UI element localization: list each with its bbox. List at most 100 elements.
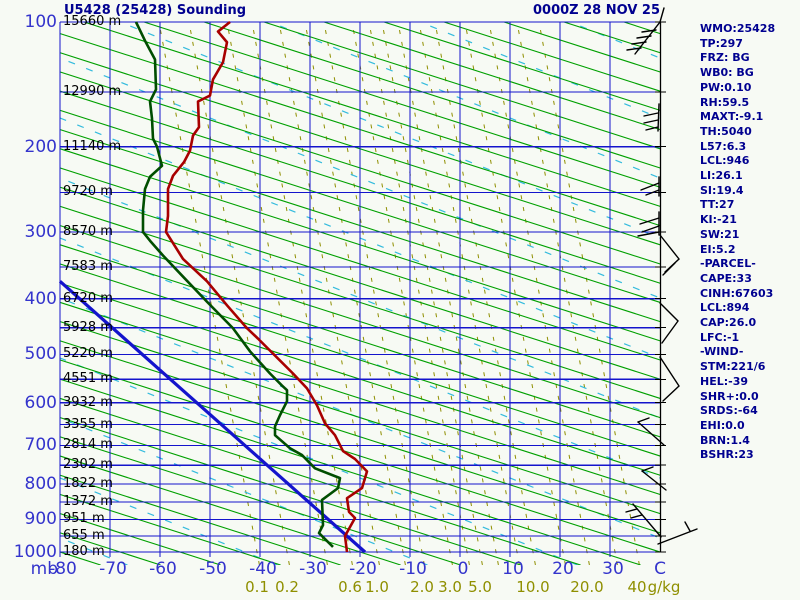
mixing-ratio-line — [188, 22, 290, 565]
dry-adiabat-line — [60, 109, 660, 303]
dry-adiabat-line — [263, 22, 660, 150]
mixing-unit-label: g/kg — [647, 578, 681, 596]
pressure-label: 300 — [24, 221, 57, 242]
wind-barb — [631, 41, 647, 45]
wind-barb — [637, 421, 665, 446]
wind-barb — [634, 7, 665, 55]
dry-adiabat-line — [60, 224, 660, 419]
mixing-ratio-line — [516, 22, 618, 565]
height-label: 6720 m — [63, 290, 113, 306]
stats-line: LCL:894 — [700, 301, 750, 315]
mixing-ratio-line — [418, 22, 520, 565]
stats-line: EHI:0.0 — [700, 418, 745, 432]
stats-line: KI:-21 — [700, 213, 737, 227]
stats-line: CAPE:33 — [700, 271, 752, 285]
temp-axis-label: -40 — [249, 559, 277, 579]
height-label: 951 m — [63, 511, 105, 527]
wind-barb — [659, 302, 679, 344]
wind-barb — [645, 189, 660, 196]
wind-barb — [643, 119, 659, 124]
wind-barb — [640, 182, 660, 191]
mixing-ratio-label: 0.2 — [275, 578, 299, 596]
mixing-ratio-line — [351, 22, 453, 565]
stats-line: STM:221/6 — [700, 360, 766, 374]
temp-axis-label: -70 — [99, 559, 127, 579]
dry-adiabat-line — [60, 359, 660, 553]
stats-line: -PARCEL- — [700, 257, 756, 271]
wind-barb — [637, 417, 650, 423]
wind-barb — [641, 225, 660, 233]
dry-adiabat-line — [60, 417, 521, 565]
stats-line: WB0: BG — [700, 66, 754, 80]
parcel-line — [58, 280, 367, 554]
dry-adiabat-line — [60, 32, 660, 227]
chart-title: U5428 (25428) Sounding — [64, 3, 247, 18]
dry-adiabat-line — [60, 244, 660, 438]
wind-barb — [639, 217, 660, 225]
pressure-label: 100 — [24, 12, 57, 32]
mixing-ratio-label: 10.0 — [516, 578, 550, 596]
wind-barb — [630, 514, 643, 519]
temperature-trace — [164, 20, 369, 553]
wind-barb — [636, 35, 652, 39]
wind-barb — [645, 126, 659, 131]
stats-line: LCL:946 — [700, 154, 750, 168]
temp-axis-label: -50 — [199, 559, 227, 579]
stats-line: SW:21 — [700, 227, 740, 241]
wind-barb — [637, 231, 660, 237]
stats-line: BRN:1.4 — [700, 433, 750, 447]
temp-unit-label: C — [654, 559, 666, 579]
stats-line: PW:0.10 — [700, 80, 752, 94]
dry-adiabat-line — [60, 167, 660, 361]
wind-barb — [643, 112, 659, 117]
pressure-label: 800 — [24, 474, 57, 495]
stats-panel: WMO:25428 TP:297 FRZ: BG WB0: BG PW:0.10 RH:5… — [700, 22, 799, 463]
mixing-ratio-line — [158, 22, 260, 565]
height-label: 8570 m — [63, 223, 113, 239]
pressure-label: 200 — [24, 136, 57, 157]
mixing-ratio-line — [251, 22, 353, 565]
height-label: 1822 m — [63, 476, 113, 492]
height-label: 2302 m — [63, 457, 113, 473]
mixing-ratio-line — [538, 22, 640, 565]
pressure-label: 1000 — [13, 542, 57, 562]
mixing-ratio-label: 40 — [627, 578, 647, 596]
dry-adiabat-line — [60, 282, 660, 476]
wind-barb — [684, 521, 691, 532]
dry-adiabat-line — [203, 22, 660, 169]
moist-adiabat-line — [269, 22, 660, 179]
wind-barb — [659, 356, 680, 402]
dewpoint-trace — [134, 21, 342, 548]
dry-adiabat-line — [60, 397, 581, 565]
wind-barb — [641, 470, 667, 491]
mixing-ratio-label: 5.0 — [468, 578, 492, 596]
stats-line: L57:6.3 — [700, 139, 747, 153]
wind-barb — [641, 466, 654, 472]
height-label: 11140 m — [63, 138, 122, 154]
stats-line: CAP:26.0 — [700, 316, 757, 330]
mixing-ratio-line — [434, 22, 536, 565]
dry-adiabat-line — [60, 148, 660, 342]
height-label: 1372 m — [63, 494, 113, 510]
stats-line: TP:297 — [700, 36, 743, 50]
stats-line: TH:5040 — [700, 124, 752, 138]
mixing-ratio-line — [323, 22, 425, 565]
dry-adiabat-line — [60, 90, 660, 284]
pressure-label: 600 — [24, 392, 57, 413]
stats-line: SRDS:-64 — [700, 404, 758, 418]
pressure-label: 700 — [24, 435, 57, 456]
dry-adiabat-line — [60, 52, 660, 246]
temp-axis-label: 20 — [552, 559, 574, 579]
height-label: 3932 m — [63, 394, 113, 410]
height-label: 180 m — [63, 544, 105, 559]
temp-axis-label: 0 — [457, 559, 469, 579]
dry-adiabat-line — [60, 205, 660, 399]
wind-barb — [632, 503, 662, 538]
temp-axis-label: -80 — [49, 559, 77, 579]
pressure-unit-label: mb — [30, 559, 58, 579]
pressure-label: 900 — [24, 509, 57, 530]
height-label: 655 m — [63, 528, 105, 543]
wind-barb — [626, 47, 642, 51]
grid — [59, 21, 666, 557]
wind-barb — [659, 234, 680, 273]
